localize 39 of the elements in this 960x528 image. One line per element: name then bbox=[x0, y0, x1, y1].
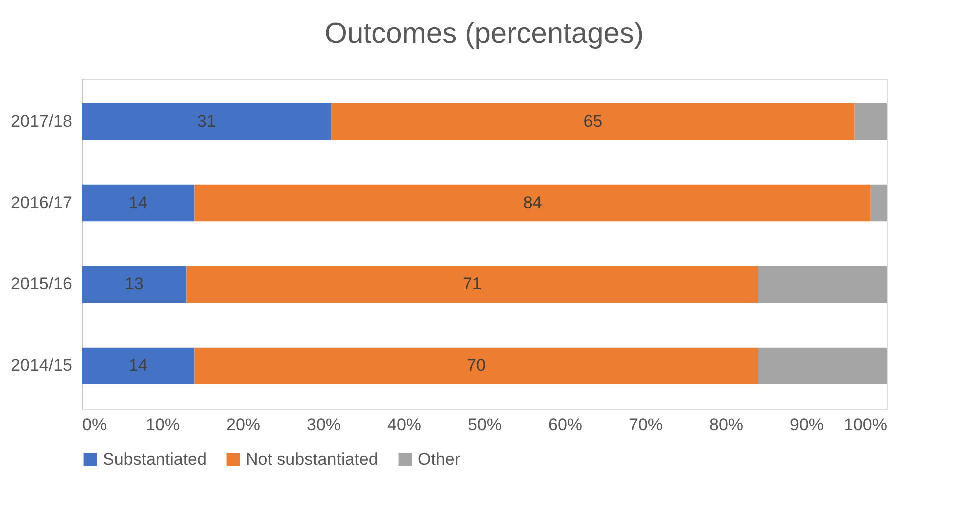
x-tick-label: 20% bbox=[226, 416, 261, 434]
data-label: 14 bbox=[128, 193, 148, 212]
y-tick-label: 2017/18 bbox=[11, 112, 72, 131]
bar bbox=[186, 266, 758, 304]
x-tick-label: 40% bbox=[387, 416, 422, 434]
x-tick-label: 100% bbox=[844, 416, 888, 434]
bar bbox=[82, 103, 332, 140]
x-tick-label: 50% bbox=[468, 416, 502, 434]
x-tick-label: 90% bbox=[790, 416, 824, 434]
data-label: 31 bbox=[197, 112, 216, 131]
legend-label: Not substantiated bbox=[246, 450, 378, 469]
bar bbox=[332, 103, 855, 140]
bar bbox=[82, 184, 195, 222]
x-tick-label: 0% bbox=[82, 416, 108, 434]
legend-label: Other bbox=[418, 450, 461, 469]
data-label: 65 bbox=[584, 112, 603, 131]
bar bbox=[194, 184, 871, 222]
x-tick-label: 80% bbox=[709, 416, 744, 434]
data-label: 70 bbox=[466, 356, 486, 376]
data-label: 13 bbox=[124, 274, 144, 294]
x-tick-label: 10% bbox=[146, 416, 180, 434]
bar bbox=[854, 103, 887, 140]
bar bbox=[82, 348, 195, 385]
bar bbox=[194, 348, 758, 385]
y-tick-label: 2015/16 bbox=[11, 274, 72, 294]
legend-label: Substantiated bbox=[103, 450, 207, 469]
bar bbox=[82, 266, 187, 304]
x-tick-label: 30% bbox=[306, 416, 342, 434]
x-tick-label: 60% bbox=[548, 416, 583, 434]
bar bbox=[758, 266, 887, 304]
data-label: 71 bbox=[462, 274, 482, 294]
bar bbox=[758, 348, 887, 385]
data-label: 14 bbox=[128, 356, 148, 376]
data-label: 84 bbox=[523, 193, 542, 212]
bar bbox=[870, 184, 887, 222]
y-tick-label: 2014/15 bbox=[11, 356, 72, 376]
x-tick-label: 70% bbox=[628, 416, 664, 434]
y-tick-label: 2016/17 bbox=[11, 193, 72, 212]
chart-title: Outcomes (percentages) bbox=[324, 18, 644, 50]
